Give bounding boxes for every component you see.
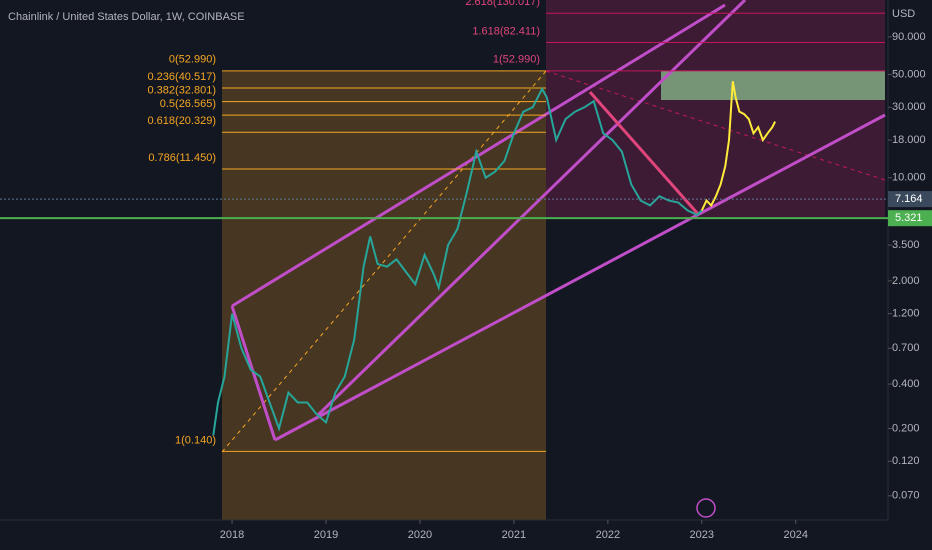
x-tick-label: 2022 <box>596 529 620 541</box>
price-line <box>212 86 703 436</box>
channel-line <box>230 305 277 441</box>
fib-label: 1(0.140) <box>175 434 216 446</box>
x-tick-label: 2021 <box>502 529 526 541</box>
y-tick-label: 0.070 <box>892 490 920 502</box>
price-line <box>700 81 776 211</box>
fib-label: 2.618(130.017) <box>465 0 540 8</box>
fib-label: 1.618(82.411) <box>472 25 540 37</box>
x-tick-label: 2019 <box>314 529 338 541</box>
price-tag <box>888 210 932 227</box>
fib-zone <box>546 0 885 217</box>
y-tick-label: 18.000 <box>892 134 926 146</box>
y-tick-label: 0.400 <box>892 378 920 390</box>
fib-label: 0.382(32.801) <box>148 84 217 96</box>
y-tick-label: 0.120 <box>892 455 920 467</box>
price-tag-label: 5.321 <box>895 212 923 224</box>
channel-line <box>274 113 886 442</box>
y-tick-label: 30.000 <box>892 101 926 113</box>
y-tick-label: 10.000 <box>892 172 926 184</box>
chart-title: Chainlink / United States Dollar, 1W, CO… <box>8 11 245 23</box>
trend-line <box>588 91 700 215</box>
fib-label: 0.236(40.517) <box>148 71 217 83</box>
price-tag-label: 7.164 <box>895 193 923 205</box>
trend-line <box>221 70 547 453</box>
y-tick-label: 3.500 <box>892 239 920 251</box>
x-tick-label: 2024 <box>784 529 808 541</box>
y-tick-label: 90.000 <box>892 31 926 43</box>
y-tick-label: 50.000 <box>892 68 926 80</box>
price-tag <box>888 191 932 208</box>
channel-line <box>316 0 747 417</box>
trend-line <box>545 70 886 181</box>
y-tick-label: 0.200 <box>892 422 920 434</box>
fib-label: 0.5(26.565) <box>160 98 216 110</box>
event-icon[interactable] <box>696 498 716 518</box>
fib-zone <box>222 71 546 520</box>
fib-label: 0.618(20.329) <box>148 115 217 127</box>
y-tick-label: 1.200 <box>892 308 920 320</box>
y-axis-label: USD <box>892 8 915 20</box>
y-tick-label: 2.000 <box>892 275 920 287</box>
y-tick-label: 0.700 <box>892 342 920 354</box>
x-tick-label: 2023 <box>690 529 714 541</box>
target-box <box>661 71 885 100</box>
fib-label: 1(52.990) <box>493 54 540 66</box>
x-tick-label: 2018 <box>220 529 244 541</box>
x-tick-label: 2020 <box>408 529 432 541</box>
fib-label: 0.786(11.450) <box>148 152 216 164</box>
fib-label: 0(52.990) <box>169 54 216 66</box>
